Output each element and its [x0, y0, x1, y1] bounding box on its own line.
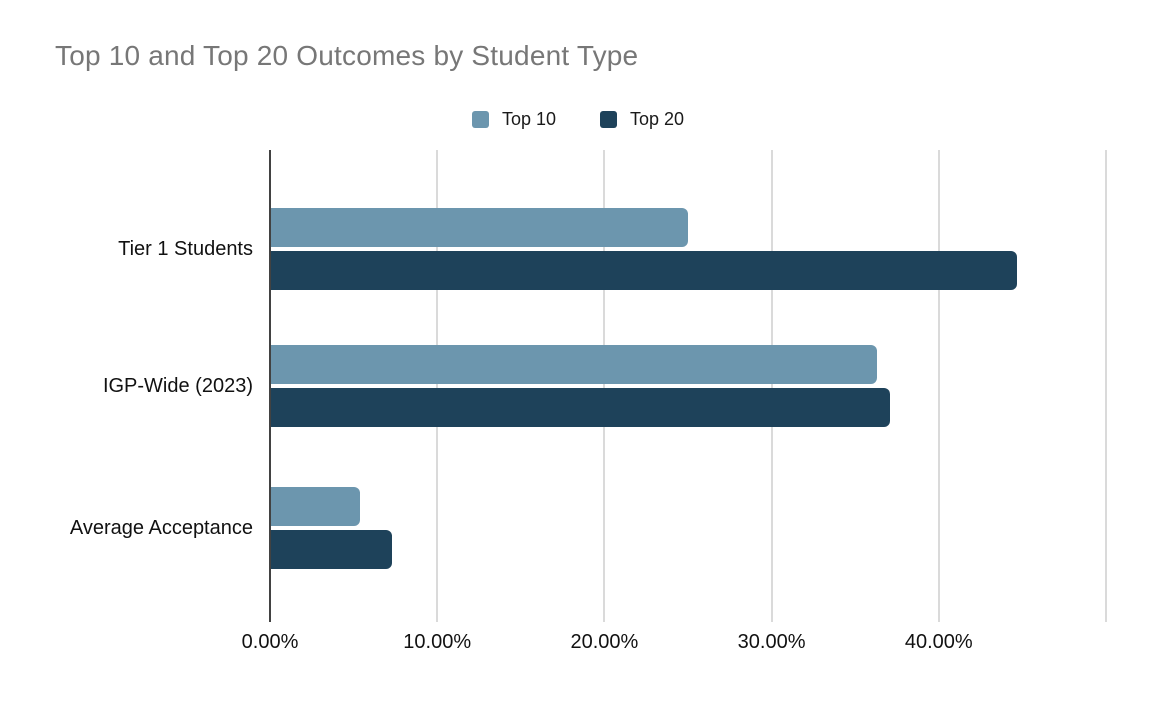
category-axis-labels: Tier 1 Students IGP-Wide (2023) Average Ac…	[0, 150, 253, 622]
legend-swatch-top-10	[471, 110, 489, 128]
legend-swatch-top-20	[600, 110, 617, 128]
bar-top-20-igp-wide-2023[interactable]	[270, 388, 891, 427]
value-axis-tick-label-40: 40.00%	[904, 631, 973, 653]
legend-item-top-10[interactable]: Top 10	[471, 108, 556, 130]
category-label-igp-wide-2023: IGP-Wide (2023)	[102, 375, 253, 397]
bar-top-10-tier-1-students[interactable]	[270, 208, 688, 247]
value-axis-labels: 0.00% 10.00% 20.00% 30.00% 40.00%	[242, 631, 1156, 659]
legend: Top 10 Top 20	[0, 104, 1156, 134]
plot-area	[269, 150, 1107, 622]
gridline-30	[770, 150, 773, 622]
category-label-average-acceptance: Average Acceptance	[69, 517, 253, 539]
chart-title: Top 10 and Top 20 Outcomes by Student Ty…	[55, 40, 639, 71]
category-label-tier-1-students: Tier 1 Students	[118, 238, 253, 260]
bar-top-20-tier-1-students[interactable]	[270, 251, 1018, 290]
value-axis-tick-label-0: 0.00%	[241, 631, 299, 653]
value-axis-tick-label-10: 10.00%	[403, 631, 472, 653]
bar-top-20-average-acceptance[interactable]	[270, 530, 393, 569]
legend-label-top-20: Top 20	[630, 108, 685, 129]
gridline-20	[603, 150, 606, 622]
value-axis-tick-label-20: 20.00%	[570, 631, 639, 653]
bar-top-10-igp-wide-2023[interactable]	[270, 345, 877, 384]
value-axis-tick-label-30: 30.00%	[737, 631, 806, 653]
gridline-40	[937, 150, 940, 622]
legend-label-top-10: Top 10	[501, 108, 556, 129]
bar-top-10-average-acceptance[interactable]	[270, 487, 361, 526]
gridline-10	[436, 150, 439, 622]
legend-item-top-20[interactable]: Top 20	[600, 109, 684, 130]
value-axis-baseline	[269, 150, 271, 622]
gridline-50	[1105, 150, 1107, 622]
